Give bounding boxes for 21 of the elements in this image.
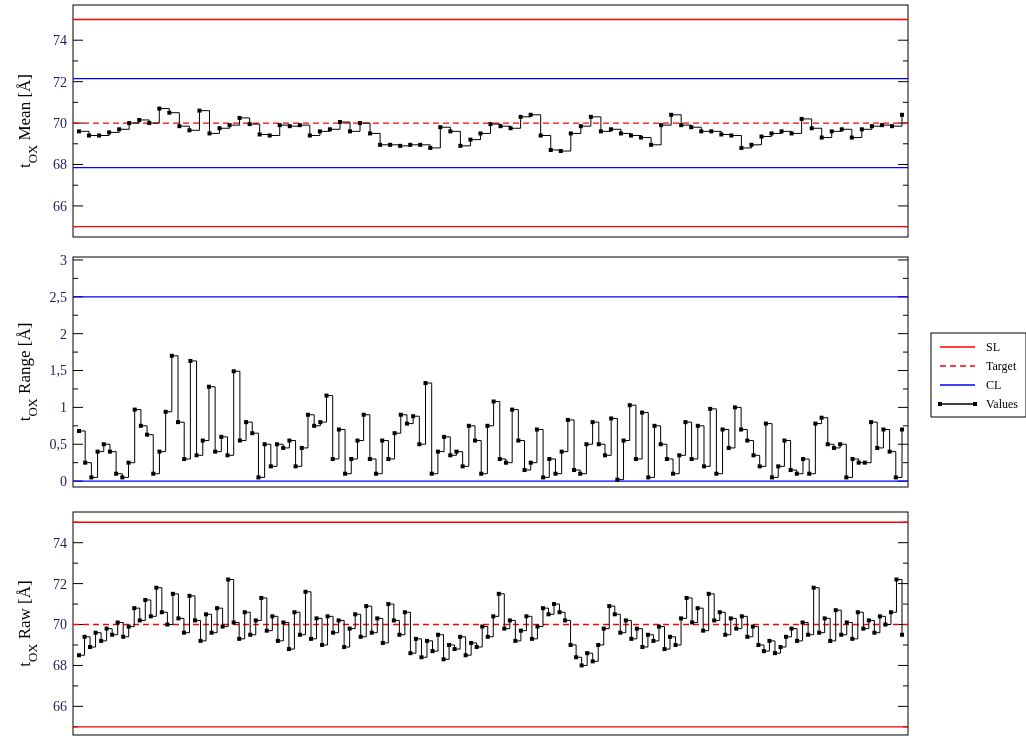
legend-label: Target xyxy=(986,359,1017,374)
y-tick-label: 66 xyxy=(53,198,67,214)
legend-label: CL xyxy=(986,378,1002,393)
y-tick-label: 74 xyxy=(53,535,67,551)
y-tick-label: 72 xyxy=(53,576,67,592)
y-tick-label: 68 xyxy=(53,658,67,674)
y-tick-label: 3 xyxy=(60,252,67,268)
y-tick-label: 0 xyxy=(60,474,67,489)
legend-label: Values xyxy=(986,397,1019,412)
legend-label: SL xyxy=(986,340,1001,355)
y-tick-label: 0,5 xyxy=(49,437,67,453)
y-tick-label: 66 xyxy=(53,699,67,715)
y-tick-label: 1 xyxy=(60,400,67,416)
y-tick-label: 68 xyxy=(53,157,67,173)
y-tick-label: 72 xyxy=(53,74,67,90)
y-tick-label: 70 xyxy=(53,617,67,633)
y-tick-label: 70 xyxy=(53,115,67,131)
y-tick-label: 2,5 xyxy=(49,289,67,305)
y-tick-label: 2 xyxy=(60,326,67,342)
y-tick-label: 74 xyxy=(53,33,67,49)
y-tick-label: 1,5 xyxy=(49,363,67,379)
